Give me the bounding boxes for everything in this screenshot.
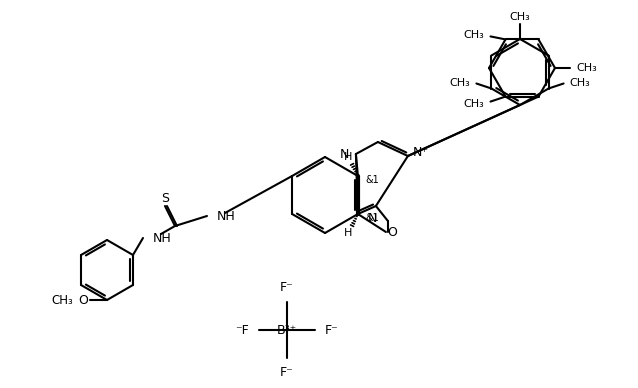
Text: H: H bbox=[344, 228, 352, 238]
Text: F⁻: F⁻ bbox=[280, 366, 294, 379]
Text: H: H bbox=[344, 152, 352, 162]
Text: CH₃: CH₃ bbox=[570, 78, 590, 88]
Text: F⁻: F⁻ bbox=[280, 281, 294, 294]
Text: N: N bbox=[368, 211, 378, 225]
Text: B³⁺: B³⁺ bbox=[277, 324, 297, 336]
Text: CH₃: CH₃ bbox=[464, 30, 484, 40]
Text: S: S bbox=[161, 192, 169, 204]
Text: N⁺: N⁺ bbox=[413, 146, 429, 159]
Text: NH: NH bbox=[153, 232, 172, 244]
Text: &1: &1 bbox=[365, 175, 379, 185]
Text: &1: &1 bbox=[365, 213, 379, 223]
Text: NH: NH bbox=[217, 210, 235, 222]
Text: CH₃: CH₃ bbox=[576, 63, 597, 73]
Text: CH₃: CH₃ bbox=[51, 293, 73, 307]
Text: O: O bbox=[387, 225, 397, 239]
Text: CH₃: CH₃ bbox=[510, 12, 530, 22]
Text: N: N bbox=[339, 147, 349, 161]
Text: CH₃: CH₃ bbox=[464, 99, 484, 109]
Text: F⁻: F⁻ bbox=[325, 324, 339, 336]
Text: O: O bbox=[78, 293, 88, 307]
Text: ⁻F: ⁻F bbox=[235, 324, 249, 336]
Text: CH₃: CH₃ bbox=[450, 78, 470, 88]
